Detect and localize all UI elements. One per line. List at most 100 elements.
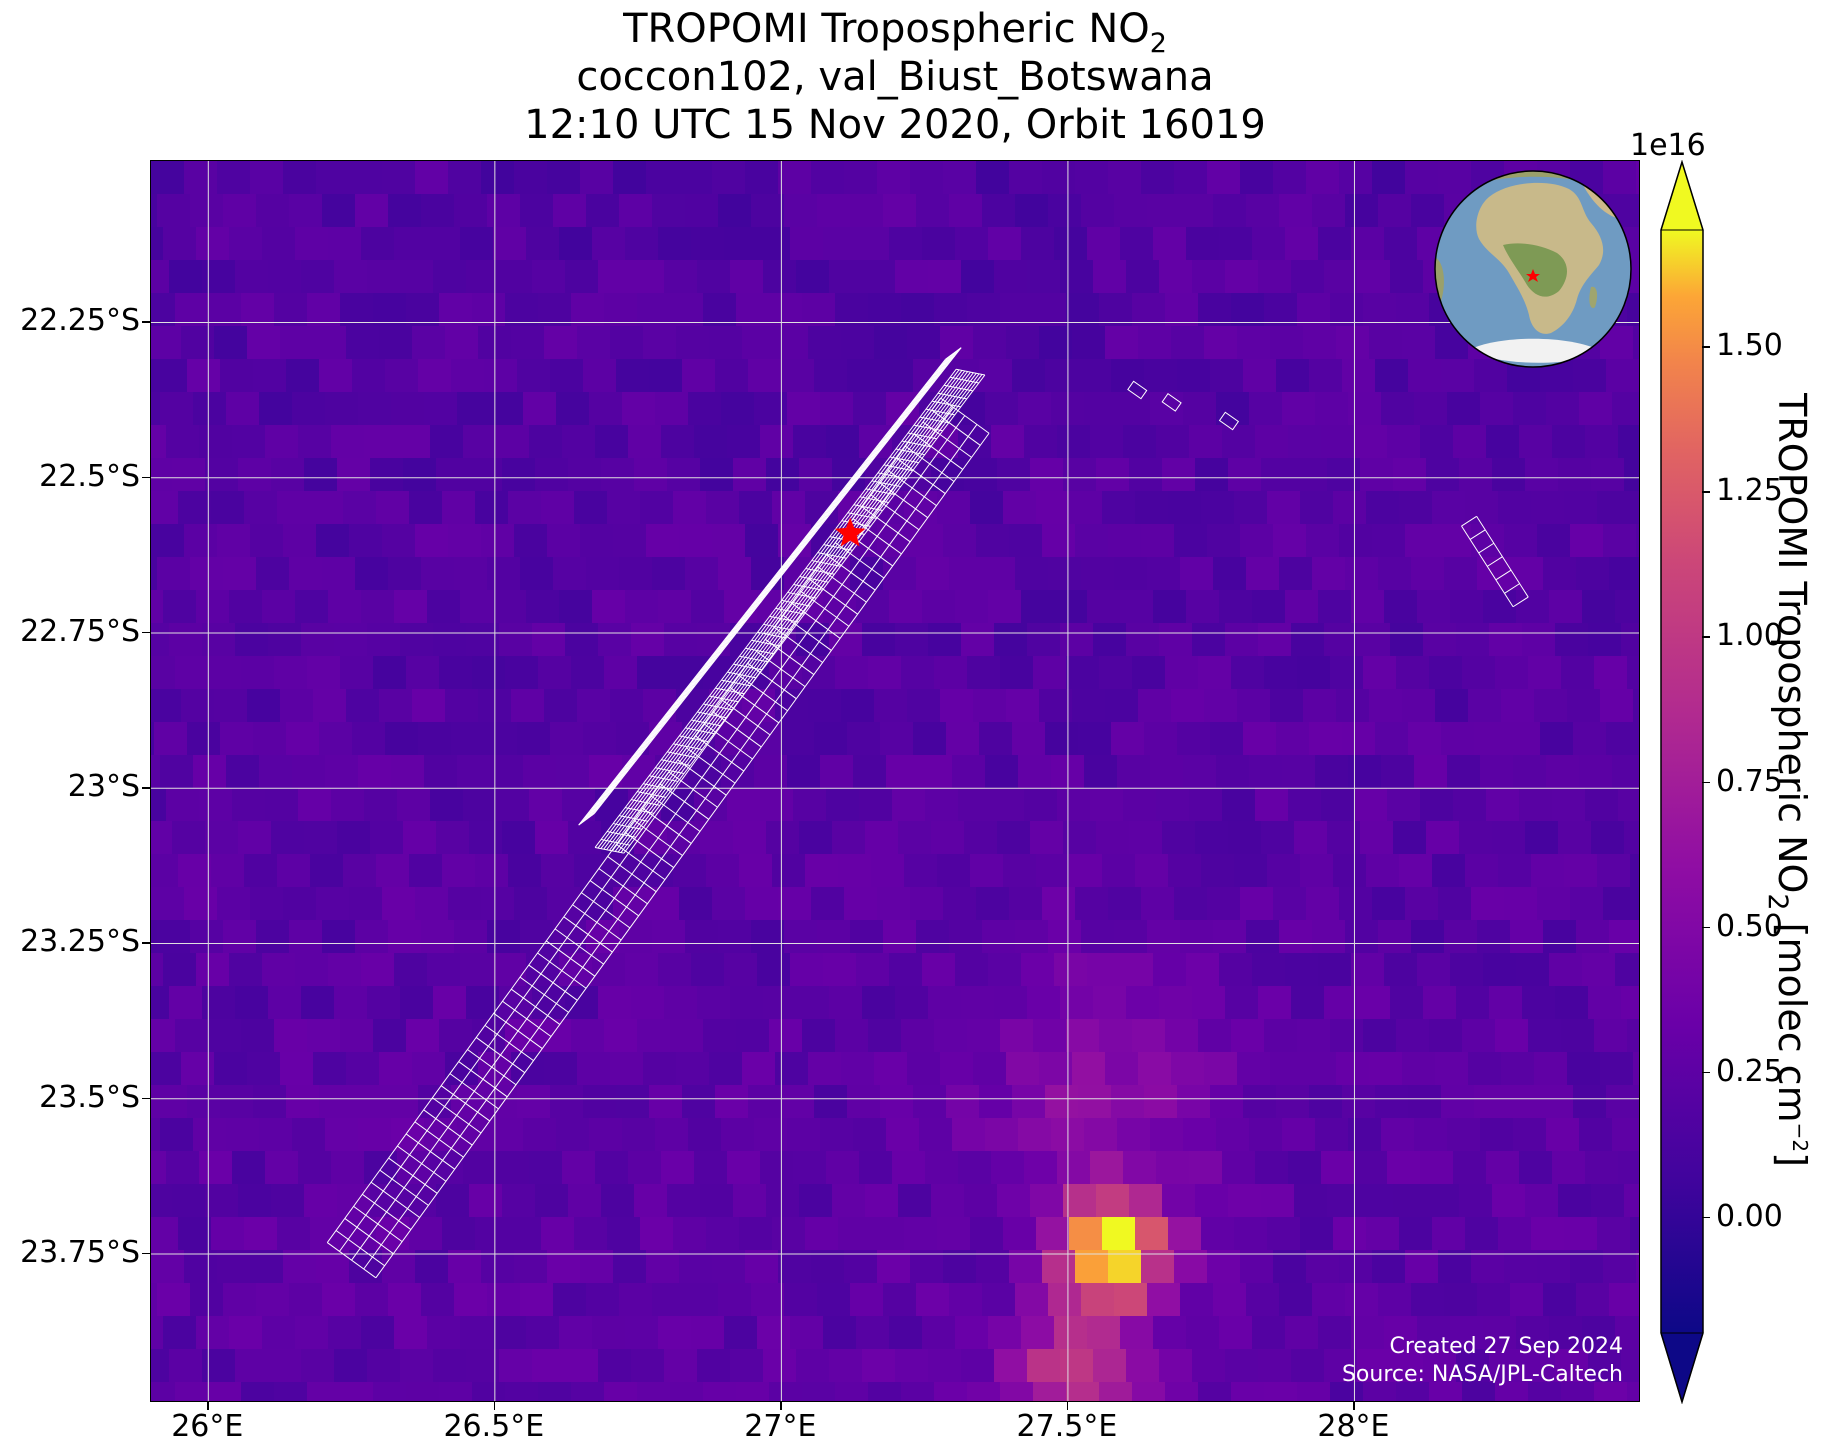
no2-pixel bbox=[589, 1118, 623, 1152]
no2-pixel bbox=[1117, 1118, 1151, 1152]
no2-pixel bbox=[316, 1250, 350, 1284]
no2-pixel bbox=[1165, 1019, 1199, 1053]
no2-pixel bbox=[1396, 1382, 1430, 1401]
no2-pixel bbox=[1579, 1118, 1613, 1152]
no2-pixel bbox=[799, 1184, 833, 1218]
no2-pixel bbox=[346, 1052, 380, 1086]
no2-pixel bbox=[934, 656, 968, 690]
no2-pixel bbox=[883, 920, 917, 954]
no2-pixel bbox=[580, 524, 614, 558]
no2-map[interactable] bbox=[151, 161, 1640, 1402]
no2-pixel bbox=[232, 425, 266, 459]
no2-pixel bbox=[1255, 425, 1289, 459]
no2-pixel bbox=[709, 326, 743, 360]
no2-pixel bbox=[1012, 359, 1046, 393]
no2-pixel bbox=[805, 1217, 839, 1251]
no2-pixel bbox=[295, 227, 329, 261]
no2-pixel bbox=[1204, 1052, 1238, 1086]
no2-pixel bbox=[1324, 986, 1358, 1020]
footprint-edge bbox=[611, 372, 974, 852]
no2-pixel bbox=[892, 788, 926, 822]
no2-pixel bbox=[1528, 1019, 1562, 1053]
no2-pixel bbox=[340, 1382, 374, 1401]
no2-pixel bbox=[706, 1217, 740, 1251]
no2-pixel bbox=[1297, 1382, 1331, 1401]
no2-pixel bbox=[217, 1250, 251, 1284]
no2-pixel bbox=[667, 1184, 701, 1218]
no2-pixel bbox=[379, 1052, 413, 1086]
no2-pixel bbox=[745, 887, 779, 921]
no2-pixel bbox=[1303, 326, 1337, 360]
source-credit: Source: NASA/JPL-Caltech bbox=[1341, 1362, 1623, 1387]
no2-pixel bbox=[1276, 1085, 1310, 1119]
no2-pixel bbox=[1048, 1283, 1082, 1317]
no2-pixel bbox=[1399, 854, 1433, 888]
no2-pixel bbox=[1036, 854, 1070, 888]
no2-pixel bbox=[1081, 194, 1115, 228]
no2-pixel bbox=[460, 590, 494, 624]
no2-pixel bbox=[1174, 1250, 1208, 1284]
no2-pixel bbox=[1132, 1019, 1166, 1053]
no2-pixel bbox=[1252, 953, 1286, 987]
no2-pixel bbox=[577, 326, 611, 360]
no2-pixel bbox=[877, 887, 911, 921]
no2-pixel bbox=[520, 1283, 554, 1317]
no2-pixel bbox=[346, 689, 380, 723]
no2-pixel bbox=[583, 1085, 617, 1119]
no2-pixel bbox=[1348, 755, 1382, 789]
no2-pixel bbox=[1369, 689, 1403, 723]
no2-pixel bbox=[1300, 854, 1334, 888]
no2-pixel bbox=[1459, 821, 1493, 855]
no2-pixel bbox=[322, 1283, 356, 1317]
no2-pixel bbox=[1591, 821, 1625, 855]
no2-pixel bbox=[535, 821, 569, 855]
no2-pixel bbox=[649, 1085, 683, 1119]
no2-pixel bbox=[1105, 1052, 1139, 1086]
no2-pixel bbox=[1081, 1283, 1115, 1317]
no2-pixel bbox=[1546, 755, 1580, 789]
no2-pixel bbox=[175, 1382, 209, 1401]
no2-pixel bbox=[1639, 722, 1640, 756]
no2-pixel bbox=[1027, 1349, 1061, 1383]
no2-pixel bbox=[481, 887, 515, 921]
no2-pixel bbox=[1603, 1250, 1637, 1284]
no2-pixel bbox=[319, 1085, 353, 1119]
no2-pixel bbox=[1414, 755, 1448, 789]
no2-pixel bbox=[226, 755, 260, 789]
no2-pixel bbox=[595, 1151, 629, 1185]
no2-pixel bbox=[1090, 425, 1124, 459]
no2-pixel bbox=[1162, 821, 1196, 855]
no2-pixel bbox=[1345, 194, 1379, 228]
cbar-label-text: TROPOMI Tropospheric NO bbox=[1770, 393, 1814, 894]
no2-pixel bbox=[196, 953, 230, 987]
no2-pixel bbox=[316, 887, 350, 921]
no2-pixel bbox=[274, 1019, 308, 1053]
no2-pixel bbox=[1486, 425, 1520, 459]
no2-pixel bbox=[1189, 788, 1223, 822]
no2-pixel bbox=[979, 722, 1013, 756]
no2-pixel bbox=[892, 1151, 926, 1185]
no2-pixel bbox=[1381, 392, 1415, 426]
gridlines bbox=[151, 161, 1639, 1401]
no2-pixel bbox=[847, 722, 881, 756]
no2-pixel bbox=[355, 194, 389, 228]
no2-pixel bbox=[1039, 326, 1073, 360]
map-panel[interactable]: Created 27 Sep 2024 Source: NASA/JPL-Cal… bbox=[150, 160, 1640, 1402]
colorbar-tick-label: 1.50 bbox=[1716, 328, 1783, 364]
no2-pixel bbox=[181, 326, 215, 360]
no2-pixel bbox=[259, 392, 293, 426]
no2-pixel bbox=[850, 194, 884, 228]
no2-pixel bbox=[1069, 491, 1103, 525]
no2-pixel bbox=[631, 260, 665, 294]
footprint-edge bbox=[375, 432, 990, 1279]
no2-pixel bbox=[508, 854, 542, 888]
colorbar-extend-max bbox=[1660, 160, 1704, 231]
no2-pixel bbox=[1042, 1250, 1076, 1284]
no2-pixel bbox=[1366, 1217, 1400, 1251]
no2-pixel bbox=[1306, 1250, 1340, 1284]
x-tick-label: 27.5°E bbox=[1016, 1409, 1118, 1444]
no2-pixel bbox=[985, 1118, 1019, 1152]
no2-pixel bbox=[196, 1316, 230, 1350]
no2-pixel bbox=[415, 1250, 449, 1284]
no2-pixel bbox=[586, 194, 620, 228]
